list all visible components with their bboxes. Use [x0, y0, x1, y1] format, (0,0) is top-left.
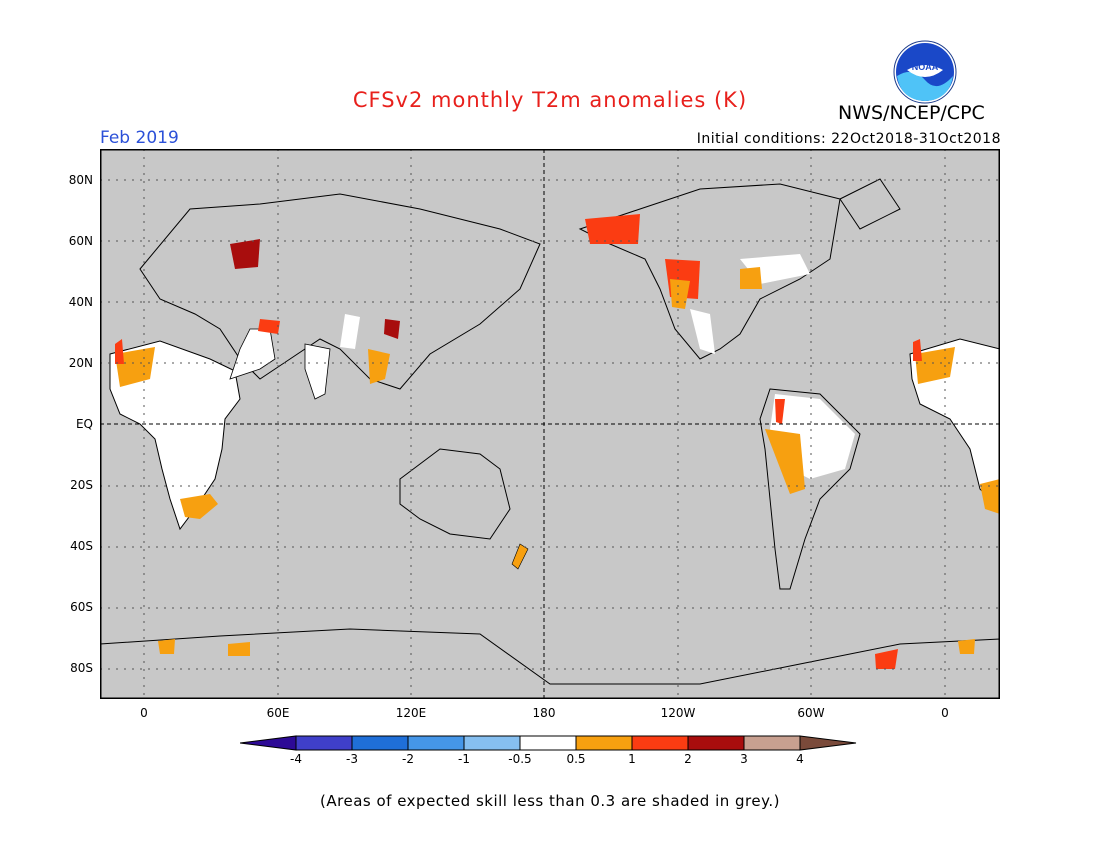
colorbar-arrow-low: [240, 735, 297, 751]
colorbar-box: [407, 735, 465, 751]
africa-landmass: [109, 339, 241, 531]
lat-label-eq: EQ: [75, 417, 93, 431]
lat-label-20s: 20S: [70, 478, 93, 492]
lat-label-40s: 40S: [70, 539, 93, 553]
colorbar-box: [687, 735, 745, 751]
colorbar-tick-label: -2: [402, 752, 414, 766]
lon-label-120w: 120W: [660, 706, 696, 720]
colorbar-tick-label: 3: [740, 752, 748, 766]
colorbar-box: [743, 735, 801, 751]
lat-label-60s: 60S: [70, 600, 93, 614]
svg-text:NOAA: NOAA: [912, 62, 939, 72]
colorbar-tick-label: -0.5: [508, 752, 532, 766]
antarctica-landmass: [100, 628, 1000, 699]
lat-label-60n: 60N: [68, 234, 93, 248]
colorbar-tick-label: 1: [628, 752, 636, 766]
lon-label-0-left: 0: [140, 706, 148, 720]
lon-label-60e: 60E: [266, 706, 290, 720]
graticule: [100, 149, 1000, 699]
agency-label: NWS/NCEP/CPC: [838, 102, 985, 124]
colorbar-tick-label: 0.5: [566, 752, 586, 766]
lat-label-20n: 20N: [68, 356, 93, 370]
australia-landmass: [399, 448, 529, 570]
lon-label-60w: 60W: [797, 706, 825, 720]
colorbar-box: [631, 735, 689, 751]
colorbar-tick-label: -1: [458, 752, 470, 766]
forecast-month: Feb 2019: [100, 128, 179, 148]
colorbar: [240, 735, 857, 751]
europe-asia-landmass: [139, 193, 541, 400]
colorbar-tick-label: 4: [796, 752, 804, 766]
colorbar-box: [575, 735, 633, 751]
lat-label-80s: 80S: [70, 661, 93, 675]
map-frame: [100, 149, 1000, 699]
initial-conditions: Initial conditions: 22Oct2018-31Oct2018: [696, 131, 1001, 147]
lon-label-0-right: 0: [941, 706, 949, 720]
colorbar-tick-label: -3: [346, 752, 358, 766]
lat-label-80n: 80N: [68, 173, 93, 187]
colorbar-box: [295, 735, 353, 751]
colorbar-tick-label: 2: [684, 752, 692, 766]
world-anomaly-map: [100, 149, 1000, 699]
colorbar-box: [519, 735, 577, 751]
colorbar-box: [351, 735, 409, 751]
colorbar-box: [463, 735, 521, 751]
colorbar-arrow-high: [799, 735, 857, 751]
north-america-landmass: [578, 178, 901, 360]
colorbar-tick-label: -4: [290, 752, 302, 766]
lon-label-120e: 120E: [395, 706, 427, 720]
noaa-logo: NOAA: [893, 40, 957, 104]
lon-label-180: 180: [532, 706, 556, 720]
map-title: CFSv2 monthly T2m anomalies (K): [352, 88, 748, 112]
south-america-landmass: [759, 388, 861, 590]
skill-footnote: (Areas of expected skill less than 0.3 a…: [320, 792, 780, 810]
lat-label-40n: 40N: [68, 295, 93, 309]
